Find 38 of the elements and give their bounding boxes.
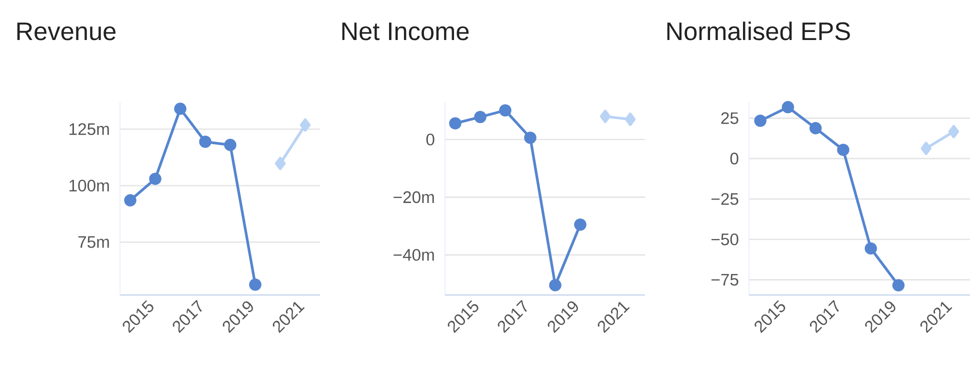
- point: [224, 138, 236, 152]
- y-tick-label: 125m: [70, 123, 109, 136]
- point: [624, 112, 636, 126]
- point: [449, 117, 462, 130]
- point: [124, 194, 136, 206]
- point: [837, 144, 850, 156]
- point: [600, 110, 611, 124]
- point: [499, 104, 512, 116]
- y-tick-label: −25: [712, 193, 738, 205]
- point: [249, 278, 262, 291]
- point: [892, 279, 905, 292]
- point: [300, 118, 311, 132]
- point: [920, 142, 932, 156]
- point: [149, 172, 162, 185]
- y-tick-label: 0: [730, 152, 738, 164]
- point: [174, 102, 186, 115]
- point: [199, 136, 212, 148]
- point: [524, 132, 536, 144]
- chart-title: Revenue: [17, 22, 116, 40]
- y-tick-label: 0: [426, 134, 434, 146]
- chart-title: Normalised EPS: [667, 22, 850, 40]
- y-tick-label: −50: [712, 234, 738, 246]
- point: [274, 156, 286, 170]
- point: [754, 114, 766, 127]
- point: [474, 110, 486, 124]
- point: [549, 279, 562, 292]
- point: [574, 218, 586, 231]
- y-tick-label: −75: [712, 274, 738, 286]
- y-tick-label: −20m: [394, 191, 434, 204]
- point: [948, 124, 960, 138]
- y-tick-label: 75m: [78, 236, 109, 248]
- point: [809, 122, 822, 134]
- chart-title: Net Income: [342, 22, 469, 40]
- y-tick-label: 25: [721, 112, 738, 124]
- point: [782, 101, 794, 114]
- point: [864, 242, 877, 255]
- y-tick-label: 100m: [70, 180, 109, 192]
- y-tick-label: −40m: [394, 249, 434, 261]
